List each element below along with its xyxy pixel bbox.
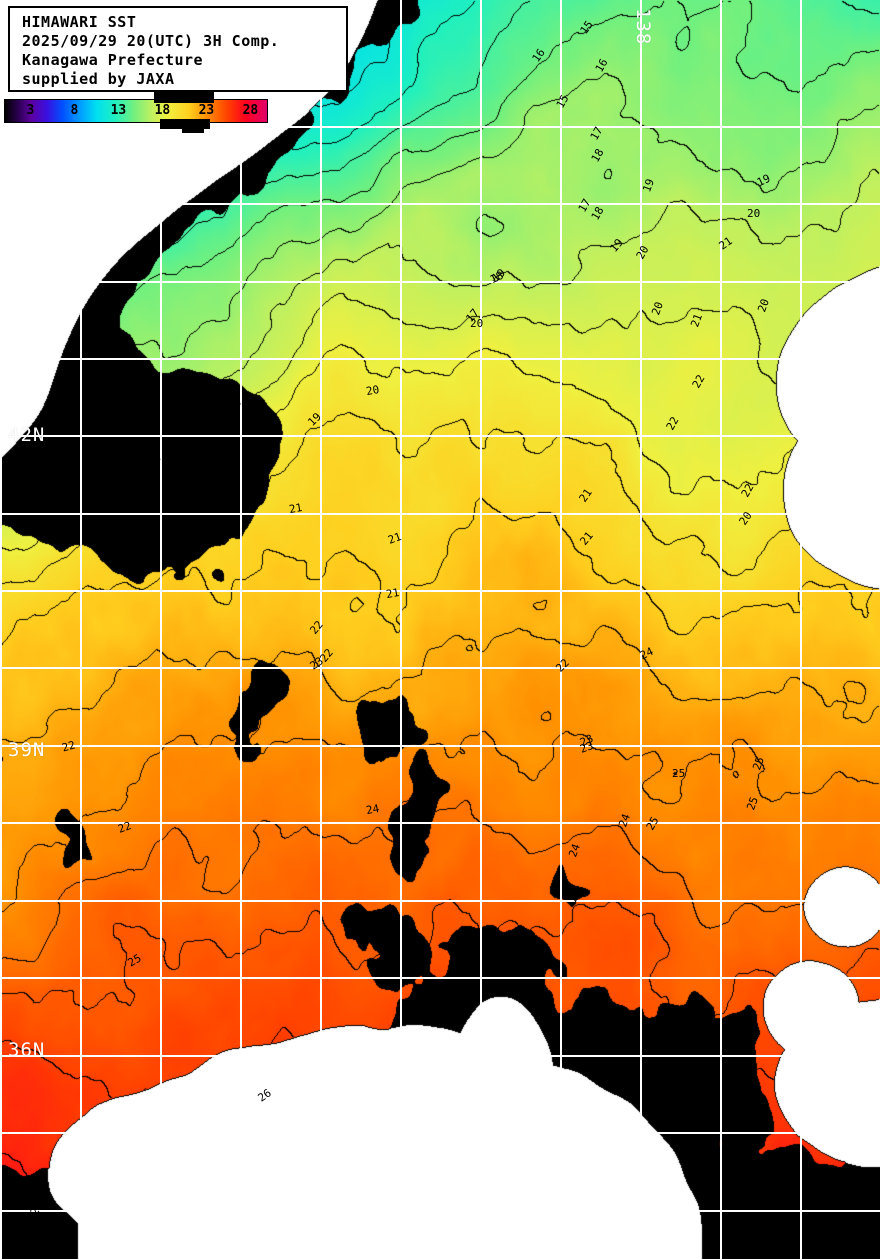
product-datetime: 2025/09/29 20(UTC) 3H Comp. — [22, 32, 280, 50]
product-title: HIMAWARI SST — [22, 13, 137, 31]
product-info-box: HIMAWARI SST 2025/09/29 20(UTC) 3H Comp.… — [8, 6, 348, 92]
colorbar-gradient — [4, 99, 268, 123]
product-region: Kanagawa Prefecture — [22, 51, 204, 69]
sst-colorbar: 3 8 13 18 23 28 — [4, 91, 268, 133]
product-credit: supplied by JAXA — [22, 70, 175, 88]
